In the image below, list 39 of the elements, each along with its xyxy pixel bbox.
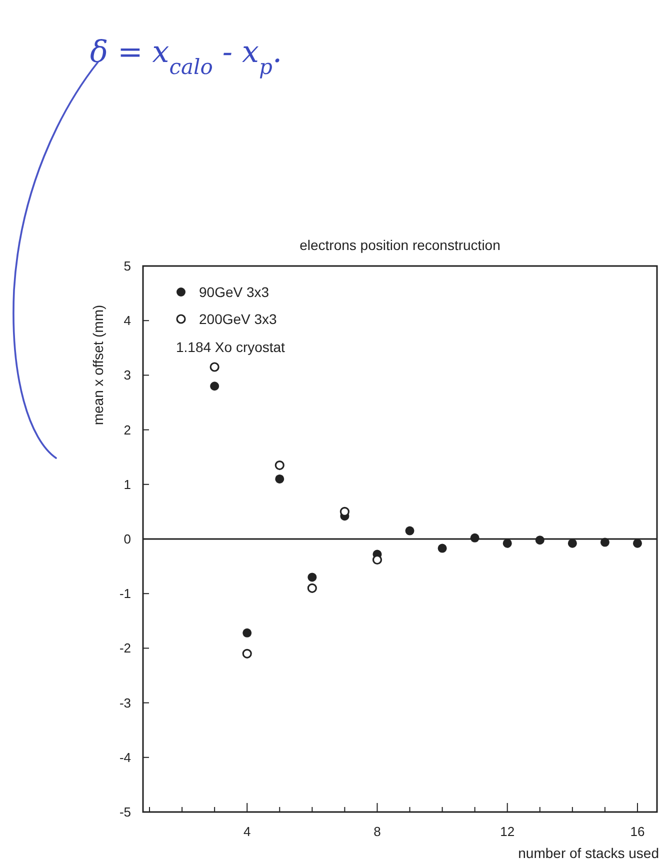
- y-tick-label: 5: [124, 258, 131, 274]
- point: [632, 538, 642, 548]
- point: [275, 474, 284, 484]
- point: [308, 572, 317, 582]
- point: [242, 628, 252, 638]
- x-tick-label: 4: [243, 824, 251, 839]
- x-tick-label: 16: [630, 824, 645, 839]
- point: [307, 583, 317, 593]
- point: [600, 538, 610, 547]
- point: [210, 382, 220, 391]
- y-tick-label: 2: [124, 422, 131, 438]
- y-tick-label: -5: [119, 804, 131, 820]
- chart-title: electrons position reconstruction: [300, 237, 500, 253]
- y-tick-label: 3: [124, 368, 131, 383]
- y-tick-label: -4: [119, 750, 131, 765]
- point: [405, 526, 414, 536]
- y-tick-label: 1: [124, 476, 131, 492]
- text: δ = x$_{calo}$ - x$_{p}$.: [90, 35, 282, 79]
- point: [568, 538, 577, 548]
- y-tick-label: 0: [124, 532, 131, 546]
- point: [535, 536, 544, 545]
- point: [438, 544, 447, 553]
- x-tick-label: 8: [374, 824, 381, 839]
- x-axis-title: number of stacks used: [518, 845, 659, 861]
- point: [470, 533, 480, 542]
- y-axis-title: mean x offset (mm): [90, 304, 106, 426]
- annotation: 1.184 Xo cryostat: [176, 339, 286, 355]
- y-tick-label: -1: [119, 586, 131, 602]
- point: [340, 506, 350, 516]
- y-tick-label: -3: [119, 695, 131, 710]
- point: [274, 460, 284, 470]
- legend-label: 200GeV 3x3: [199, 311, 278, 327]
- point: [242, 648, 252, 658]
- point: [210, 362, 220, 372]
- y-tick-label: -2: [119, 640, 131, 656]
- point: [502, 538, 512, 548]
- legend-label: 90GeV 3x3: [199, 284, 270, 300]
- y-tick-label: 4: [124, 313, 131, 328]
- x-tick-label: 12: [500, 824, 515, 839]
